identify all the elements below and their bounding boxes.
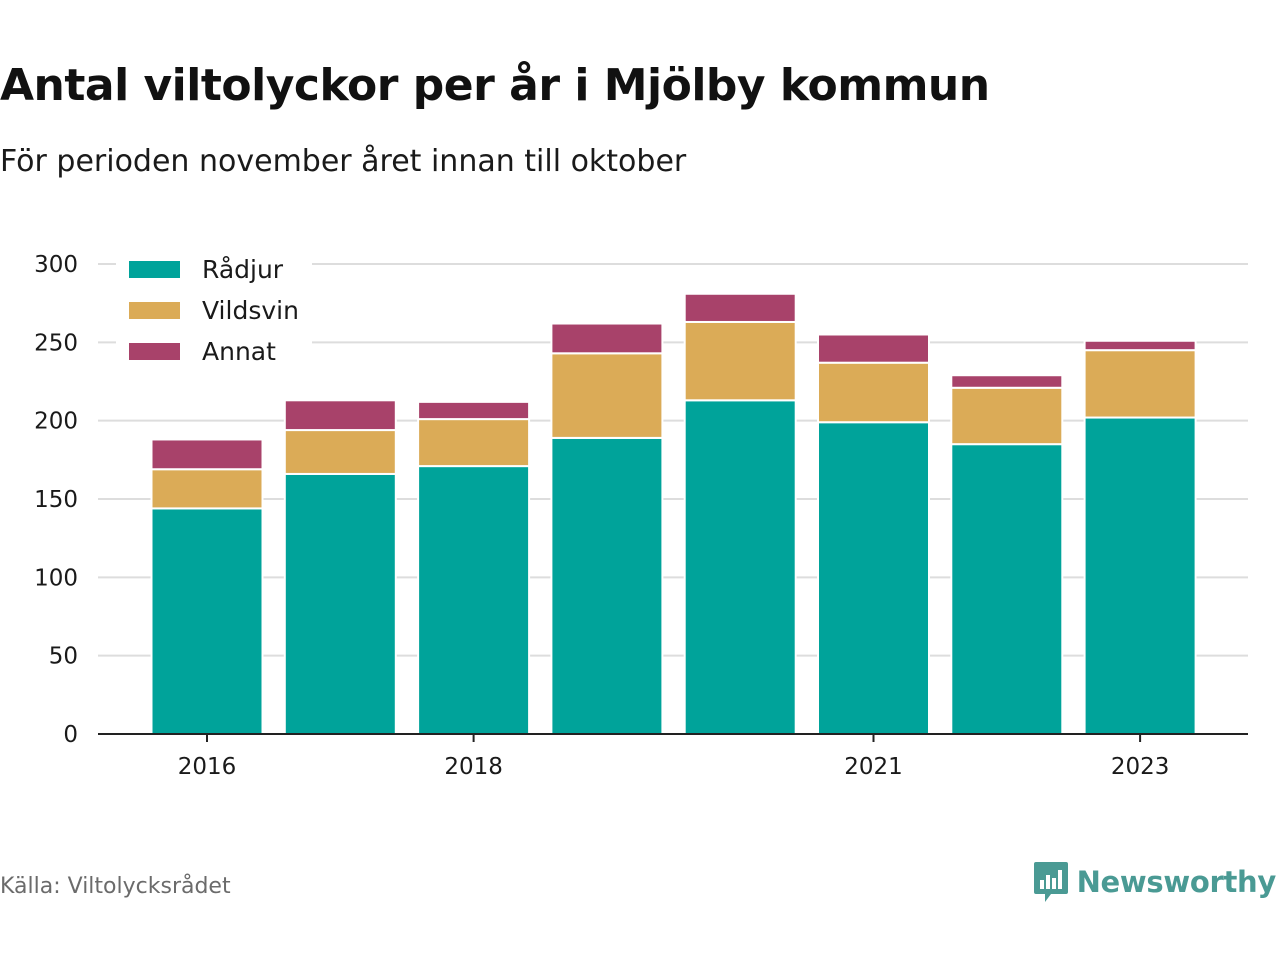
x-tick-label: 2018 [444, 754, 503, 780]
bar-stack [950, 374, 1064, 735]
chart-subtitle: För perioden november året innan till ok… [0, 144, 687, 179]
y-tick-label: 150 [34, 487, 78, 513]
bar-stack [550, 322, 664, 735]
y-tick-label: 200 [34, 409, 78, 435]
bar-segment [683, 320, 797, 402]
bar-segment [283, 472, 397, 735]
bar-segment [817, 421, 930, 735]
x-tick-label: 2023 [1111, 754, 1170, 780]
bar-segment [417, 418, 531, 468]
bar-stack [417, 400, 531, 735]
brand-name: Newsworthy [1076, 865, 1277, 899]
legend-swatch [129, 302, 180, 319]
legend-label: Rådjur [202, 255, 284, 284]
bar-segment [150, 438, 264, 471]
y-tick-label: 0 [63, 722, 78, 748]
bar-segment [283, 429, 397, 475]
x-axis: 2016 2018 2021 2023 [98, 733, 1248, 780]
bar-stack [817, 333, 930, 735]
bar-segment [550, 352, 664, 439]
bar-segment [1083, 339, 1197, 352]
bar-segment [550, 436, 664, 735]
y-axis-ticks: 0 50 100 150 200 250 300 [34, 252, 78, 748]
y-tick-label: 100 [34, 565, 78, 591]
bar-segment [817, 361, 930, 424]
legend-swatch [129, 261, 180, 278]
bar-stack [683, 292, 797, 735]
bar-segment [417, 465, 531, 735]
bar-segment [950, 443, 1064, 735]
bar-segment [1083, 349, 1197, 419]
bar-stack [1083, 339, 1197, 735]
bar-segment [550, 322, 664, 355]
newsworthy-logo-icon [1033, 862, 1068, 902]
bar-segment [1083, 416, 1197, 735]
bar-segment [683, 292, 797, 323]
stacked-bar-chart: 0 50 100 150 200 250 300 2016 2018 2021 2023 Rådj… [34, 246, 1248, 780]
bar-segment [683, 399, 797, 735]
legend-swatch [129, 343, 180, 360]
bar-segment [950, 374, 1064, 389]
bar-segment [950, 386, 1064, 446]
brand-logo: Newsworthy [1033, 860, 1276, 904]
bar-segment [150, 507, 264, 735]
y-tick-label: 50 [49, 644, 78, 670]
x-tick-label: 2016 [178, 754, 237, 780]
legend-label: Vildsvin [202, 296, 299, 325]
chart-title: Antal viltolyckor per år i Mjölby kommun [0, 60, 990, 111]
source-note: Källa: Viltolycksrådet [0, 874, 231, 899]
bar-segment [150, 468, 264, 510]
x-tick-label: 2021 [844, 754, 903, 780]
bar-segment [417, 400, 531, 421]
bar-segment [817, 333, 930, 364]
y-tick-label: 300 [34, 252, 78, 278]
legend: Rådjur Vildsvin Annat [116, 246, 312, 376]
bar-segment [283, 399, 397, 432]
y-tick-label: 250 [34, 330, 78, 356]
legend-label: Annat [202, 337, 276, 366]
bars [150, 292, 1197, 735]
bar-stack [150, 438, 264, 735]
bar-stack [283, 399, 397, 735]
